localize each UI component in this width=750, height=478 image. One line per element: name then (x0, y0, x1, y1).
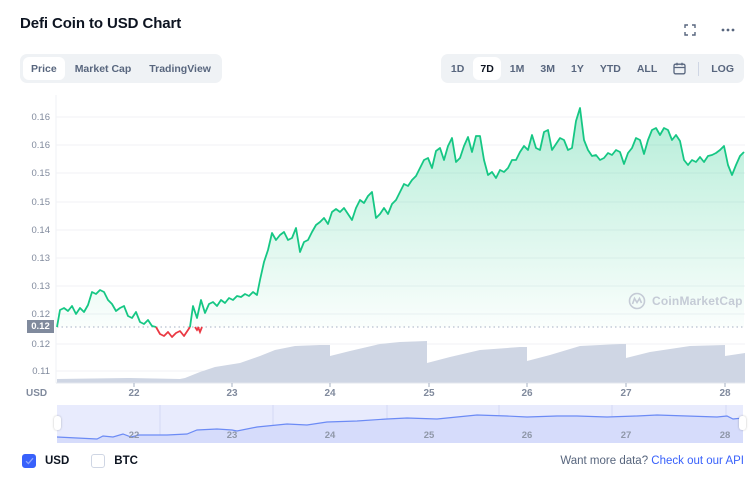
legend-btc[interactable]: BTC (91, 454, 138, 468)
coinmarketcap-watermark: CoinMarketCap (628, 292, 743, 310)
range-3m[interactable]: 3M (540, 62, 555, 75)
y-tick: 0.15 (31, 197, 51, 208)
usd-checkbox[interactable] (22, 454, 36, 468)
range-7d[interactable]: 7D (473, 57, 501, 80)
chart-view-tabs: Price Market Cap TradingView (20, 54, 222, 83)
range-ytd[interactable]: YTD (599, 62, 621, 75)
navigator-tick: 25 (423, 430, 435, 441)
price-area-fill (57, 108, 744, 327)
y-tick: 0.15 (31, 168, 51, 179)
tab-tradingview[interactable]: TradingView (149, 62, 211, 75)
tab-price[interactable]: Price (23, 57, 65, 80)
x-tick: 22 (128, 388, 140, 399)
navigator-tick: 24 (324, 430, 336, 441)
divider (698, 61, 700, 76)
y-tick: 0.12 (31, 309, 51, 320)
currency-axis-label: USD (26, 388, 48, 399)
navigator-line (57, 414, 743, 440)
coinmarketcap-logo-icon (628, 292, 646, 310)
more-horizontal-icon[interactable] (718, 20, 738, 40)
tab-market-cap[interactable]: Market Cap (74, 62, 132, 75)
btc-checkbox[interactable] (91, 454, 106, 468)
api-link[interactable]: Check out our API (651, 455, 744, 467)
navigator-left-handle[interactable] (54, 416, 61, 430)
checkmark-icon (25, 457, 33, 465)
x-tick: 24 (324, 388, 336, 399)
legend-usd[interactable]: USD (22, 454, 69, 468)
navigator-area (57, 415, 743, 443)
volume-area (57, 341, 745, 383)
y-tick: 0.16 (31, 140, 51, 151)
y-tick: 0.12 (31, 339, 51, 350)
calendar-icon[interactable] (666, 57, 693, 80)
y-tick: 0.13 (31, 281, 51, 292)
price-chart[interactable] (0, 90, 750, 400)
api-prompt: Want more data? (560, 455, 652, 467)
time-range-tabs: 1D 7D 1M 3M 1Y YTD ALL LOG (440, 54, 744, 83)
price-line-up-2 (189, 107, 745, 328)
range-1y[interactable]: 1Y (570, 62, 584, 75)
legend-label-usd: USD (45, 455, 70, 467)
range-1d[interactable]: 1D (450, 62, 465, 75)
x-tick: 28 (719, 388, 731, 399)
navigator-tick: 23 (226, 430, 238, 441)
range-1m[interactable]: 1M (509, 62, 525, 75)
x-tick: 27 (620, 388, 632, 399)
navigator-tick: 28 (719, 430, 731, 441)
y-tick: 0.16 (31, 112, 51, 123)
range-all[interactable]: ALL (636, 62, 658, 75)
x-tick: 25 (423, 388, 435, 399)
price-line-down (155, 326, 191, 338)
y-tick: 0.14 (31, 225, 51, 236)
legend-label-btc: BTC (114, 455, 138, 467)
y-tick: 0.11 (32, 366, 50, 377)
price-line-down-3 (197, 326, 203, 335)
current-price-tag: 0.12 (27, 320, 54, 333)
page-title: Defi Coin to USD Chart (20, 15, 182, 32)
navigator-tick: 27 (620, 430, 632, 441)
navigator-tick: 22 (128, 430, 140, 441)
navigator-tick: 26 (521, 430, 533, 441)
api-note: Want more data? Check out our API (560, 455, 744, 467)
x-tick: 26 (521, 388, 533, 399)
y-tick: 0.13 (31, 253, 51, 264)
range-navigator[interactable] (54, 405, 746, 443)
fullscreen-icon[interactable] (680, 20, 700, 40)
navigator-right-handle[interactable] (739, 416, 746, 430)
x-tick: 23 (226, 388, 238, 399)
log-scale-toggle[interactable]: LOG (711, 62, 734, 75)
price-line-up (56, 289, 157, 328)
currency-legend: USD BTC (22, 454, 160, 468)
